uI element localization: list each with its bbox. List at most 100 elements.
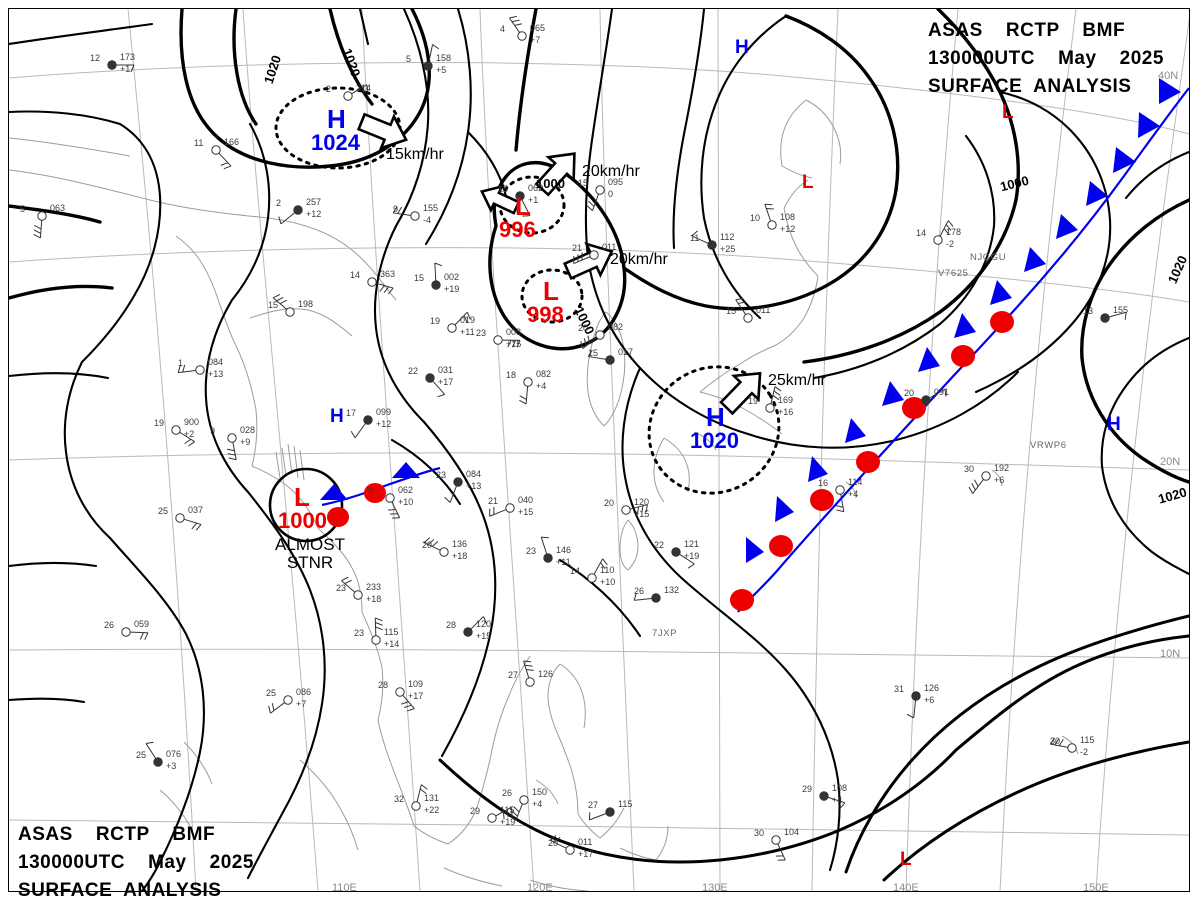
- station-circle-icon: [278, 205, 303, 225]
- station-temperature: 15: [578, 178, 589, 188]
- low-center-marker: L: [294, 482, 310, 512]
- station-temperature: 21: [488, 496, 499, 506]
- motion-arrow-high-1024: [356, 112, 408, 151]
- motion-arrow-low-996: [534, 152, 576, 197]
- station-circle-icon: [107, 60, 135, 73]
- station-pressure-tendency: +19: [444, 284, 460, 294]
- chart-border: [8, 8, 1190, 892]
- station-circle-icon: [385, 493, 401, 519]
- station-pressure: 115: [384, 627, 399, 637]
- station-circle-icon: [765, 386, 782, 413]
- motion-arrow-high-1020: [719, 371, 762, 416]
- station-pressure: 040: [518, 495, 534, 505]
- station-circle-icon: [764, 203, 777, 230]
- station-temperature: 15: [726, 306, 737, 316]
- station-pressure: 062: [528, 183, 544, 193]
- station-temperature: 9: [210, 426, 216, 436]
- station-temperature: 18: [506, 370, 517, 380]
- station-temperature: 9: [393, 204, 399, 214]
- station-circle-icon: [621, 504, 648, 515]
- station-pressure: 086: [296, 687, 312, 697]
- station-pressure: 131: [424, 793, 440, 803]
- station-pressure: 109: [408, 679, 424, 689]
- station-pressure-tendency: +13: [208, 369, 224, 379]
- station-pressure: 082: [608, 322, 624, 332]
- station-temperature: 19: [748, 396, 759, 406]
- station-pressure-tendency: -2: [946, 239, 955, 249]
- station-temperature: 2: [326, 84, 332, 94]
- station-circle-icon: [423, 44, 440, 71]
- station-circle-icon: [573, 250, 599, 265]
- station-pressure: 062: [398, 485, 414, 495]
- station-circle-icon: [431, 262, 443, 290]
- station-circle-icon: [933, 220, 954, 245]
- station-pressure: 099: [376, 407, 392, 417]
- station-pressure: 011: [578, 837, 593, 847]
- station-temperature: 1: [178, 358, 184, 368]
- station-pressure: 108: [780, 212, 796, 222]
- station-circle-icon: [411, 784, 428, 811]
- station-pressure-tendency: +17: [438, 377, 454, 387]
- motion-arrow-low-998: [562, 241, 614, 280]
- header-bottom-line1: ASAS RCTP BMF: [18, 824, 216, 845]
- low-center-value: 996: [499, 217, 536, 242]
- station-temperature: 20: [578, 323, 589, 333]
- station-pressure-tendency: +13: [466, 481, 482, 491]
- station-pressure-tendency: +11: [556, 557, 571, 567]
- station-circle-icon: [493, 335, 521, 348]
- station-pressure: 126: [924, 683, 940, 693]
- station-circle-icon: [819, 791, 846, 809]
- station-pressure: 082: [536, 369, 552, 379]
- station-temperature: 26: [104, 620, 115, 630]
- station-pressure: 192: [994, 463, 1010, 473]
- station-pressure: 076: [166, 749, 182, 759]
- station-circle-icon: [487, 806, 513, 823]
- latitude-label: 10N: [1160, 648, 1181, 660]
- station-pressure: 108: [832, 783, 848, 793]
- station-pressure-tendency: +25: [720, 244, 736, 254]
- station-temperature: 32: [394, 794, 405, 804]
- station-pressure-tendency: +10: [600, 577, 616, 587]
- high-center-marker: H: [327, 104, 346, 134]
- station-pressure-tendency: +22: [424, 805, 440, 815]
- station-pressure: 008: [506, 327, 522, 337]
- station-temperature: 11: [194, 138, 204, 148]
- station-circle-icon: [367, 277, 394, 295]
- station-id-label: 7JXP: [652, 628, 678, 639]
- coastlines: [9, 99, 1079, 891]
- station-circle-icon: [523, 660, 535, 687]
- low-center-value: 998: [527, 302, 564, 327]
- station-pressure-tendency: +4: [832, 795, 843, 805]
- station-circle-icon: [175, 513, 202, 531]
- station-circle-icon: [510, 795, 529, 821]
- station-temperature: 2: [276, 198, 282, 208]
- station-circle-icon: [211, 145, 232, 170]
- station-circle-icon: [463, 616, 487, 637]
- station-pressure: 031: [438, 365, 454, 375]
- low-center-marker: L: [900, 849, 912, 870]
- station-pressure: 363: [380, 269, 396, 279]
- station-circle-icon: [1100, 311, 1127, 323]
- station-pressure-tendency: +3: [166, 761, 177, 771]
- station-id-label: NJGGU: [970, 252, 1007, 263]
- station-pressure: 120: [476, 619, 492, 629]
- station-temperature: 28: [378, 680, 389, 690]
- station-temperature: 23: [526, 546, 537, 556]
- station-pressure: 063: [50, 203, 66, 213]
- station-pressure: 011: [756, 305, 771, 315]
- station-temperature: 23: [476, 328, 487, 338]
- station-temperature: 15: [268, 300, 279, 310]
- station-pressure-tendency: -4: [423, 215, 432, 225]
- station-circle-icon: [580, 330, 605, 349]
- station-temperature: 31: [894, 684, 905, 694]
- low-center-marker: L: [515, 191, 531, 221]
- high-center-value: 1024: [311, 130, 360, 155]
- station-temperature: 22: [408, 366, 419, 376]
- station-circle-icon: [268, 695, 293, 714]
- station-id-label: VRWP6: [1030, 440, 1067, 451]
- station-circle-icon: [226, 433, 237, 461]
- station-circle-icon: [395, 687, 415, 712]
- almost-stnr-label: ALMOST STNR: [275, 535, 345, 572]
- station-temperature: 23: [336, 583, 347, 593]
